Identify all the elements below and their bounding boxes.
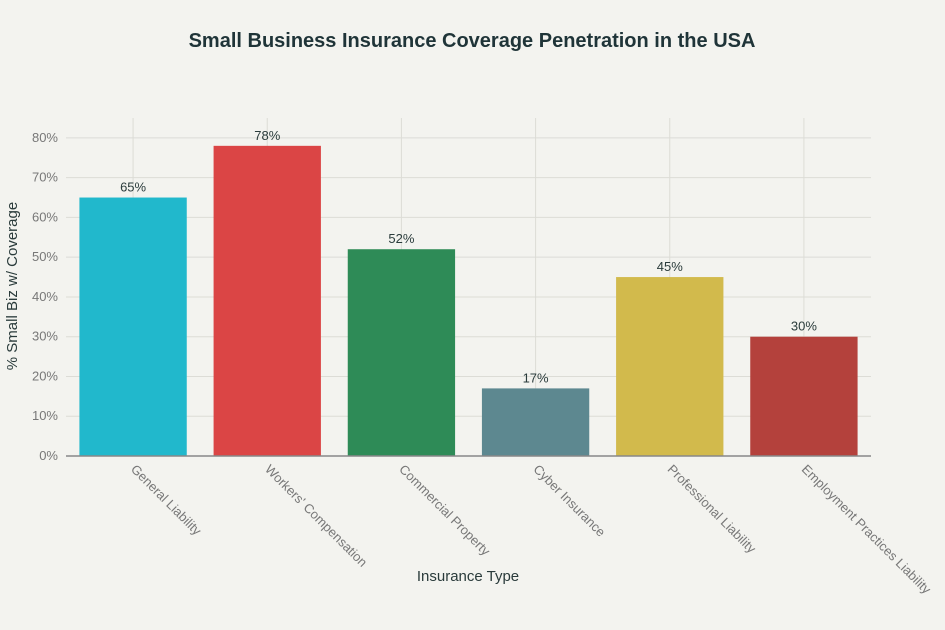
x-tick-label: Cyber Insurance <box>530 462 608 540</box>
y-tick-label: 60% <box>32 209 58 224</box>
bar <box>79 197 187 456</box>
data-label: 65% <box>120 180 146 195</box>
y-tick-label: 80% <box>32 130 58 145</box>
data-labels: 65% 78% 52% 17% 45% 30% <box>120 128 817 386</box>
data-label: 30% <box>791 319 817 334</box>
x-tick-label: Professional Liability <box>665 462 760 557</box>
bars <box>79 145 858 456</box>
y-tick-label: 40% <box>32 289 58 304</box>
bar <box>213 145 321 456</box>
y-tick-label: 0% <box>39 448 58 463</box>
y-axis-ticks: 0% 10% 20% 30% 40% 50% 60% 70% 80% <box>32 130 58 463</box>
data-label: 78% <box>254 128 280 143</box>
y-tick-label: 30% <box>32 329 58 344</box>
x-axis-title: Insurance Type <box>417 568 519 585</box>
data-label: 45% <box>657 259 683 274</box>
y-tick-label: 70% <box>32 170 58 185</box>
y-tick-label: 20% <box>32 368 58 383</box>
bar <box>616 277 724 456</box>
x-tick-label: General Liability <box>128 462 205 539</box>
x-axis-ticks: General Liability Workers' Compensation Co… <box>128 462 934 598</box>
y-axis-title: % Small Biz w/ Coverage <box>4 202 21 370</box>
y-tick-label: 10% <box>32 408 58 423</box>
x-tick-label: Workers' Compensation <box>262 462 370 570</box>
data-label: 52% <box>388 231 414 246</box>
x-tick-label: Employment Practices Liability <box>799 462 935 598</box>
x-tick-label: Commercial Property <box>396 462 493 559</box>
bar <box>347 249 456 456</box>
y-tick-label: 50% <box>32 249 58 264</box>
bar <box>481 388 590 456</box>
bar <box>750 336 858 456</box>
data-label: 17% <box>523 370 549 385</box>
chart-title: Small Business Insurance Coverage Penetr… <box>189 30 756 52</box>
